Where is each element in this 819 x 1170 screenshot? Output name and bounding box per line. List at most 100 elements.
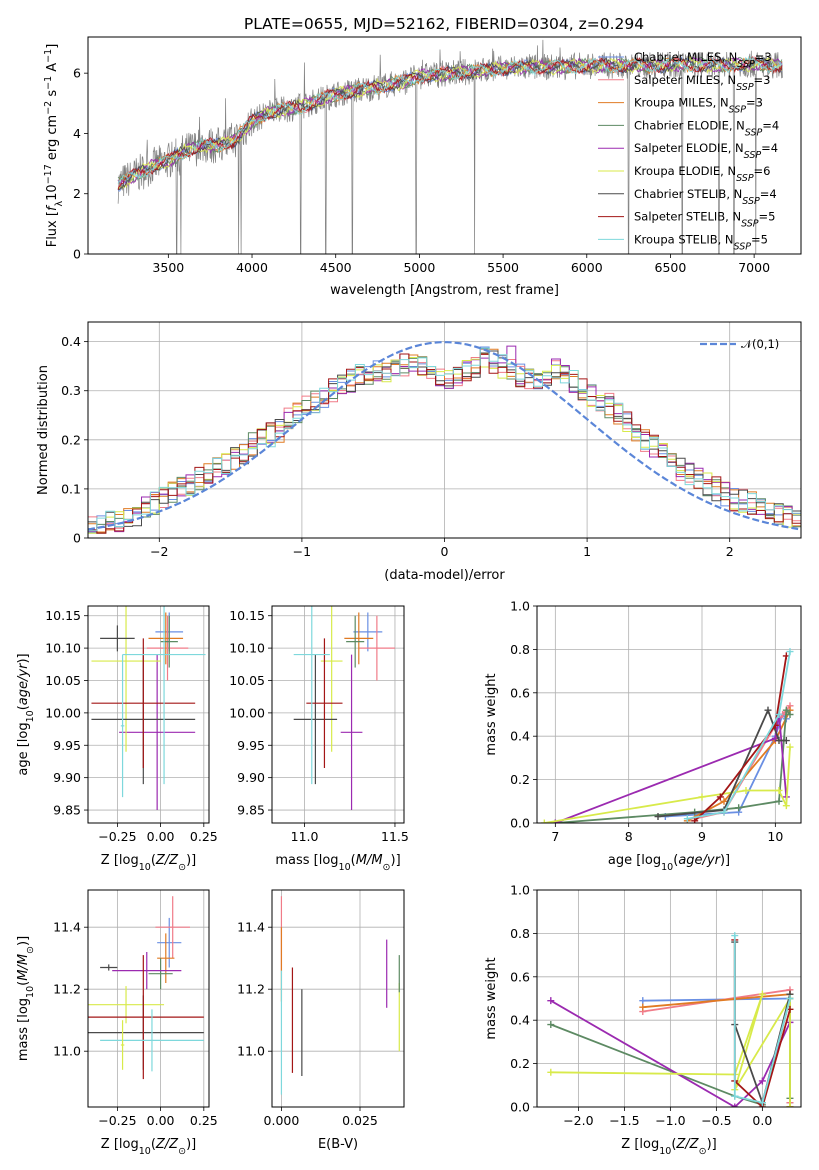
y-tick-label: 0.2 xyxy=(510,772,530,787)
y-tick-label: 1.0 xyxy=(510,599,530,614)
x-tick-label: 0.025 xyxy=(342,1113,378,1128)
x-axis-label: wavelength [Angstrom, rest frame] xyxy=(330,283,559,298)
x-tick-label: −1.5 xyxy=(609,1113,639,1128)
weight-marker xyxy=(758,1077,766,1085)
x-tick-label: 7000 xyxy=(738,260,770,275)
y-tick-label: 10.05 xyxy=(45,673,81,688)
y-tick-label: 10.10 xyxy=(45,641,81,656)
legend-label: Chabrier MILES, NSSP=3 xyxy=(634,50,772,70)
legend-label: Kroupa MILES, NSSP=3 xyxy=(634,96,763,116)
legend-label: Chabrier ELODIE, NSSP=4 xyxy=(634,118,779,138)
x-tick-label: −1.0 xyxy=(655,1113,685,1128)
x-tick-label: 6000 xyxy=(571,260,603,275)
weight-marker xyxy=(639,1003,647,1011)
x-axis-label: Z [log10(Z/Z⊙)] xyxy=(621,1137,716,1157)
y-tick-label: 0.4 xyxy=(61,334,81,349)
histogram-series xyxy=(88,350,801,534)
weight-series-line xyxy=(694,655,788,822)
errorbars xyxy=(88,896,204,1080)
x-tick-label: −0.25 xyxy=(98,829,136,844)
y-axis-label: age [log10(age/yr)] xyxy=(16,653,36,775)
x-tick-label: 5500 xyxy=(487,260,519,275)
histogram-series xyxy=(88,347,801,532)
weight-marker xyxy=(654,812,662,820)
weight-marker xyxy=(786,743,794,751)
y-tick-label: 4 xyxy=(73,126,81,141)
weight-marker xyxy=(683,815,691,823)
spectrum-model-line xyxy=(117,56,783,189)
y-tick-label: 0.4 xyxy=(510,1013,530,1028)
residual-panel: −2 −1 0 1 2 0 0.1 0.2 0.3 0.4 (data-model)/error No… xyxy=(36,321,802,583)
weight-marker xyxy=(720,808,728,816)
y-tick-label: 10.00 xyxy=(229,705,265,720)
weight-marker xyxy=(775,786,783,794)
x-tick-label: −1 xyxy=(293,544,311,559)
x-tick-label: −0.5 xyxy=(701,1113,731,1128)
normal-curve xyxy=(88,341,799,531)
plot-frame xyxy=(87,36,802,255)
y-tick-label: 9.85 xyxy=(53,803,81,818)
legend-label: Kroupa ELODIE, NSSP=6 xyxy=(634,164,771,184)
y-tick-label: 0.6 xyxy=(510,969,530,984)
histogram-series xyxy=(88,348,801,533)
y-tick-label: 9.95 xyxy=(53,738,81,753)
weight-marker xyxy=(758,990,766,998)
weight-marker xyxy=(698,793,706,801)
y-tick-label: 11.2 xyxy=(237,982,265,997)
weight-marker xyxy=(731,1092,739,1100)
x-axis-label: E(B-V) xyxy=(318,1137,358,1152)
weight-marker xyxy=(786,995,794,1002)
errorbars xyxy=(91,606,206,811)
y-tick-label: 0 xyxy=(73,531,81,546)
legend-label: Salpeter MILES, NSSP=3 xyxy=(634,73,771,93)
weight-marker xyxy=(742,786,750,794)
y-axis-label: mass weight xyxy=(484,957,499,1039)
y-axis-label: mass [log10(M/M⊙)] xyxy=(16,936,36,1061)
y-tick-label: 0.8 xyxy=(510,926,530,941)
age_vs_mass-panel: 11.0 11.5 9.85 9.90 9.95 10.00 10.05 10.10 10.15… xyxy=(229,605,409,873)
legend-label: Salpeter ELODIE, NSSP=4 xyxy=(634,141,778,161)
spectrum-panel: 3500 4000 4500 5000 5500 6000 6500 7000 0 2 4 6 wave… xyxy=(43,36,802,298)
y-tick-label: 10.15 xyxy=(45,608,81,623)
legend-label: 𝒩(0,1) xyxy=(741,337,779,351)
y-tick-label: 10.15 xyxy=(229,608,265,623)
weight-marker xyxy=(639,997,647,1005)
weights_vs_Z-panel: −2.0 −1.5 −1.0 −0.5 0.0 0.0 0.2 0.4 0.6 0.8 1.0 Z [… xyxy=(484,883,802,1157)
y-tick-label: 0.6 xyxy=(510,685,530,700)
histogram-lines xyxy=(88,341,801,534)
y-tick-label: 9.85 xyxy=(237,803,265,818)
x-tick-label: 6500 xyxy=(655,260,687,275)
x-tick-label: 0 xyxy=(441,544,449,559)
x-tick-label: 4500 xyxy=(320,260,352,275)
y-tick-label: 11.2 xyxy=(53,982,81,997)
errorbars xyxy=(280,896,400,1095)
x-tick-label: 5000 xyxy=(403,260,435,275)
spectrum-model-line xyxy=(117,56,783,183)
weight-series-line xyxy=(550,993,791,1107)
y-tick-label: 10.00 xyxy=(45,705,81,720)
spectrum-model-line xyxy=(117,55,783,184)
weight-marker xyxy=(731,932,739,940)
plot-frame xyxy=(271,605,405,824)
y-tick-label: 1.0 xyxy=(510,883,530,898)
y-tick-label: 11.0 xyxy=(237,1044,265,1059)
age_vs_Z-panel: −0.25 0.00 0.25 9.85 9.90 9.95 10.00 10.05 10.10… xyxy=(16,605,218,873)
x-tick-label: 1 xyxy=(583,544,591,559)
spectrum-legend: Chabrier MILES, NSSP=3 Salpeter MILES, NS… xyxy=(598,50,779,252)
plot-frame xyxy=(87,605,210,824)
weight-marker xyxy=(716,793,724,801)
weight-marker xyxy=(775,797,783,805)
y-axis-label: mass weight xyxy=(484,673,499,755)
weight-marker xyxy=(691,817,699,823)
weight-marker xyxy=(782,802,790,810)
mass_vs_Z-panel: −0.25 0.00 0.25 11.0 11.2 11.4 Z [log10(Z/Z⊙)]… xyxy=(16,889,218,1157)
x-tick-label: 7 xyxy=(551,829,559,844)
x-axis-label: mass [log10(M/M⊙)] xyxy=(275,853,400,873)
x-tick-label: 3500 xyxy=(152,260,184,275)
weight-marker xyxy=(547,997,555,1005)
spectrum-model-line xyxy=(117,56,783,190)
x-tick-label: 10 xyxy=(767,829,783,844)
weight-series-line xyxy=(687,651,791,820)
weight-lines xyxy=(547,932,794,1107)
